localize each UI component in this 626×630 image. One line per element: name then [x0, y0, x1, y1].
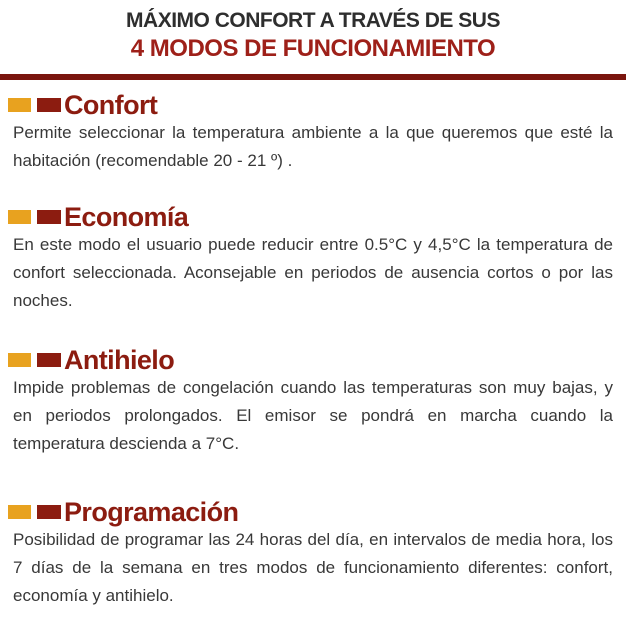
mode-title: Antihielo	[64, 345, 175, 375]
mode-section-confort: Confort Permite seleccionar la temperatu…	[0, 91, 626, 175]
orange-bullet-icon	[8, 505, 31, 519]
mode-heading: Programación	[0, 498, 626, 526]
page-title-line1: MÁXIMO CONFORT A TRAVÉS DE SUS	[126, 9, 500, 32]
maroon-bullet-icon	[37, 98, 61, 112]
mode-section-economia: Economía En este modo el usuario puede r…	[0, 203, 626, 315]
mode-description: En este modo el usuario puede reducir en…	[13, 235, 613, 310]
mode-title: Economía	[64, 202, 189, 232]
maroon-bullet-icon	[37, 353, 61, 367]
maroon-divider-rule	[0, 74, 626, 80]
orange-bullet-icon	[8, 353, 31, 367]
orange-bullet-icon	[8, 98, 31, 112]
mode-description: Permite seleccionar la temperatura ambie…	[13, 123, 613, 170]
mode-section-programacion: Programación Posibilidad de programar la…	[0, 498, 626, 610]
maroon-bullet-icon	[37, 505, 61, 519]
mode-description: Impide problemas de congelación cuando l…	[13, 378, 613, 453]
mode-title: Confort	[64, 90, 158, 120]
mode-heading: Economía	[0, 203, 626, 231]
mode-heading: Antihielo	[0, 346, 626, 374]
orange-bullet-icon	[8, 210, 31, 224]
page-title-line2: 4 MODOS DE FUNCIONAMIENTO	[130, 35, 496, 62]
mode-description: Posibilidad de programar las 24 horas de…	[13, 530, 613, 605]
mode-title: Programación	[64, 497, 239, 527]
maroon-bullet-icon	[37, 210, 61, 224]
mode-section-antihielo: Antihielo Impide problemas de congelació…	[0, 346, 626, 458]
mode-heading: Confort	[0, 91, 626, 119]
